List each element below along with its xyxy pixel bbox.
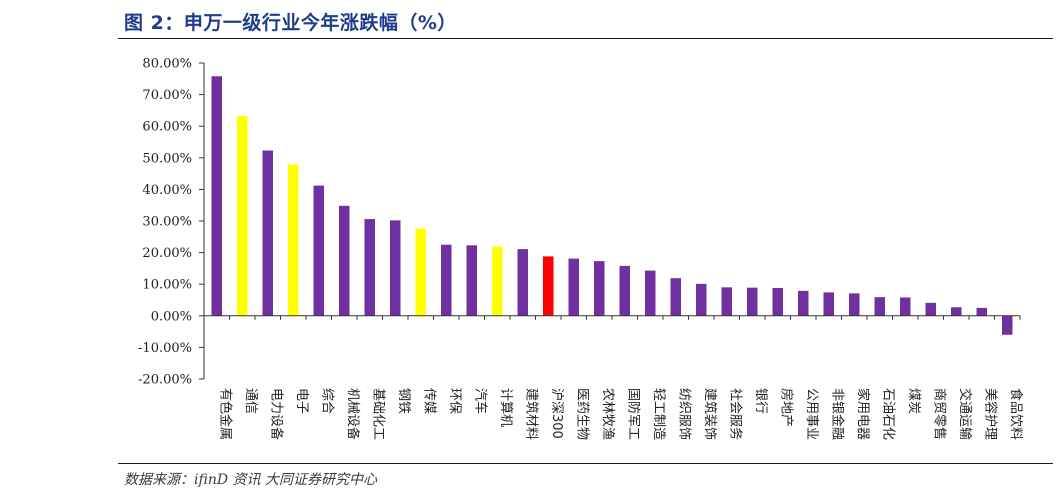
x-tick-label: 公用事业	[804, 388, 819, 440]
bar	[696, 283, 707, 316]
x-tick-label: 纺织服饰	[676, 388, 691, 440]
y-tick-label: 30.00%	[142, 215, 192, 230]
x-tick-label: 商贸零售	[931, 388, 947, 440]
bar	[441, 244, 452, 316]
bar	[339, 205, 350, 316]
x-tick-label: 传媒	[421, 388, 436, 414]
bar	[543, 256, 554, 316]
x-tick-label: 交通运输	[957, 388, 973, 440]
x-tick-label: 有色金属	[217, 388, 233, 440]
x-tick-label: 基础化工	[370, 388, 385, 440]
bar	[925, 302, 936, 316]
x-tick-label: 石油石化	[880, 388, 895, 440]
x-tick-label: 食品饮料	[1008, 388, 1024, 440]
bar	[849, 293, 860, 316]
x-tick-label: 医药生物	[574, 388, 589, 440]
bar	[594, 261, 605, 316]
bar	[313, 185, 324, 316]
bar	[823, 292, 834, 316]
y-axis: 80.00% 70.00% 60.00% 50.00% 40.00% 30.00% 20.0…	[138, 57, 205, 388]
x-tick-label: 建筑材料	[523, 388, 539, 440]
bar	[1002, 315, 1013, 335]
y-tick-label: 40.00%	[142, 183, 192, 198]
bar	[364, 219, 375, 316]
bar	[288, 164, 299, 316]
x-tick-label: 环保	[447, 388, 462, 414]
y-tick-label: 70.00%	[142, 88, 192, 103]
x-tick-label: 电力设备	[268, 388, 284, 440]
x-tick-label: 国防军工	[625, 388, 641, 440]
chart-title: 图 2：申万一级行业今年涨跌幅（%）	[124, 12, 457, 34]
x-tick-label: 煤炭	[906, 388, 921, 414]
bar	[670, 278, 681, 316]
bar	[390, 220, 401, 316]
x-tick-label: 银行	[753, 388, 768, 414]
bar	[211, 76, 222, 316]
x-tick-label: 通信	[243, 388, 258, 414]
x-tick-label: 美容护理	[982, 388, 998, 440]
category-labels: 有色金属 通信 电力设备 电子 综合 机械设备 基础化工 钢铁 传媒 环保 汽车 计算机 建筑材料 沪深3…	[217, 388, 1024, 440]
y-tick-label: 50.00%	[142, 151, 192, 166]
bar	[568, 258, 579, 316]
bar	[976, 307, 987, 316]
bar	[517, 249, 528, 316]
x-axis	[203, 315, 1021, 320]
x-tick-label: 社会服务	[727, 388, 743, 440]
y-tick-label: -10.00%	[138, 341, 192, 356]
bar	[798, 290, 809, 316]
x-tick-label: 建筑装饰	[702, 388, 718, 440]
x-tick-label: 钢铁	[396, 388, 411, 414]
x-tick-label: 电子	[294, 388, 309, 414]
bar	[645, 270, 656, 316]
bars	[211, 76, 1013, 335]
bar	[721, 287, 732, 316]
bar	[747, 287, 758, 316]
bar	[415, 228, 426, 316]
y-tick-label: 80.00%	[142, 57, 192, 72]
y-tick-label: 20.00%	[142, 246, 192, 261]
y-tick-label: -20.00%	[138, 373, 192, 388]
bar	[237, 116, 248, 316]
x-tick-label: 计算机	[498, 388, 513, 427]
x-tick-label: 沪深300	[549, 388, 565, 439]
x-tick-label: 综合	[319, 388, 334, 414]
y-tick-label: 60.00%	[142, 120, 192, 135]
x-tick-label: 房地产	[778, 388, 794, 427]
bar	[772, 287, 783, 316]
bar	[900, 297, 911, 316]
x-tick-label: 非银金融	[829, 388, 845, 440]
bar	[466, 245, 477, 316]
bar	[262, 150, 273, 316]
x-tick-label: 汽车	[472, 388, 488, 414]
x-tick-label: 机械设备	[345, 388, 361, 440]
footer-divider	[118, 463, 1053, 464]
x-tick-label: 轻工制造	[651, 388, 666, 440]
bar	[951, 307, 962, 316]
bar	[619, 265, 630, 316]
x-tick-label: 家用电器	[855, 388, 871, 440]
bar	[874, 297, 885, 316]
bar	[492, 246, 503, 316]
y-tick-label: 0.00%	[151, 309, 192, 324]
y-tick-label: 10.00%	[142, 278, 192, 293]
source-note: 数据来源：ifinD 资讯 大同证券研究中心	[124, 472, 377, 488]
title-divider	[118, 38, 1053, 39]
x-tick-label: 农林牧渔	[600, 388, 615, 440]
